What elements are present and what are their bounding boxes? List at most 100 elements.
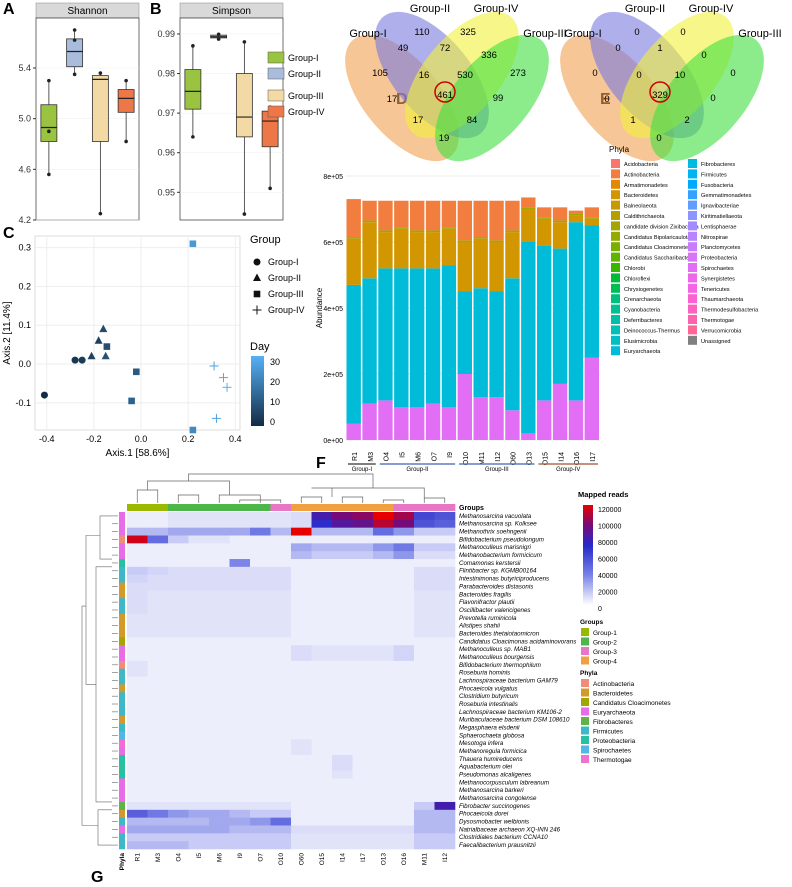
heatmap-cell (188, 653, 210, 662)
data-point (268, 186, 272, 191)
heatmap-cell (434, 754, 456, 764)
heatmap-cell (270, 715, 292, 724)
legend-label: Fibrobacteres (593, 719, 633, 726)
heatmap-cell (352, 606, 374, 615)
phylum-annotation-cell (119, 621, 125, 630)
heatmap-cell (147, 817, 169, 826)
heatmap-cell (393, 809, 415, 818)
heatmap-cell (147, 543, 169, 552)
venn-region-count: 99 (493, 93, 504, 104)
column-label: R1 (134, 853, 141, 862)
panel-label-b: B (150, 1, 162, 18)
legend-key (611, 211, 620, 220)
heatmap-cell (229, 590, 251, 599)
heatmap-cell (250, 566, 271, 575)
venn-region-count: 0 (680, 27, 685, 38)
bar-segment (552, 207, 568, 221)
heatmap-cell (393, 786, 415, 795)
venn-set-label: Group-I (564, 28, 601, 40)
legend-key (611, 335, 620, 345)
heatmap-cell (209, 543, 230, 552)
legend-key (688, 315, 697, 324)
heatmap-cell (393, 519, 415, 528)
heatmap-cell (188, 723, 210, 732)
heatmap-cell (291, 770, 312, 779)
bar-segment (568, 400, 584, 440)
legend-label: Group-III (288, 91, 324, 101)
heatmap-cell (311, 645, 333, 654)
legend-label: Euryarchaeota (593, 710, 636, 717)
legend-label: Actinobacteria (624, 172, 660, 178)
column-dendrogram (147, 480, 230, 495)
column-dendrogram (382, 499, 405, 503)
heatmap-cell (332, 637, 353, 646)
heatmap-cell (188, 551, 210, 560)
heatmap-cell (373, 731, 394, 740)
legend-label: Euryarchaeota (624, 349, 661, 355)
row-label: Intestinimonas butyriciproducens (459, 576, 549, 583)
venn-region-count: 49 (398, 43, 409, 54)
heatmap-cell (311, 833, 333, 842)
venn-region-count: 0 (656, 133, 661, 144)
heatmap-cell (168, 535, 189, 544)
heatmap-cell (188, 833, 210, 842)
point-group-i (71, 356, 79, 364)
heatmap-cell (270, 598, 292, 607)
heatmap-cell (373, 590, 394, 599)
heatmap-cell (332, 598, 353, 607)
legend-key (688, 304, 697, 314)
heatmap-cell (332, 825, 353, 834)
heatmap-cell (332, 684, 353, 693)
heatmap-cell (147, 762, 169, 771)
heatmap-cell (270, 590, 292, 599)
group-label: Group-IV (556, 467, 580, 473)
heatmap-cell (270, 692, 292, 701)
heatmap-cell (434, 559, 456, 568)
venn-set-label: Group-II (625, 3, 665, 15)
phylum-annotation-cell (119, 715, 125, 724)
heatmap-cell (434, 668, 456, 677)
heatmap-cell (393, 551, 415, 560)
colorbar-tick: 20 (270, 377, 280, 387)
heatmap-cell (250, 723, 271, 732)
heatmap-cell (188, 645, 210, 654)
heatmap-cell (373, 723, 394, 732)
venn-region-count: 325 (460, 27, 476, 38)
point-group-ii (87, 351, 96, 360)
x-tick-label: -0.2 (86, 434, 102, 444)
heatmap-cell (414, 786, 435, 795)
heatmap-cell (168, 512, 189, 521)
heatmap-cell (414, 715, 435, 724)
heatmap-cell (352, 582, 374, 591)
y-tick-label: 4e+05 (323, 306, 343, 313)
heatmap-cell (373, 653, 394, 662)
heatmap-cell (332, 770, 353, 779)
heatmap-cell (168, 841, 189, 850)
bar-segment (362, 222, 377, 279)
data-point (72, 38, 77, 42)
heatmap-cell (127, 739, 148, 748)
heatmap-cell (270, 676, 292, 685)
heatmap-cell (147, 786, 169, 795)
heatmap-cell (168, 629, 189, 638)
heatmap-cell (147, 770, 169, 779)
heatmap-cell (229, 535, 251, 544)
colorbar-tick: 10 (270, 397, 280, 407)
heatmap-cell (168, 621, 189, 630)
venn-region-count: 2 (684, 115, 689, 126)
data-point (216, 32, 221, 37)
heatmap-cell (373, 621, 394, 630)
x-tick-label: I12 (495, 452, 502, 462)
heatmap-cell (434, 809, 456, 818)
venn-region-count: 461 (437, 90, 453, 101)
heatmap-cell (311, 825, 333, 834)
data-point (242, 212, 247, 216)
box-group-iv (117, 89, 135, 113)
heatmap-cell (332, 707, 353, 717)
legend-key (581, 679, 589, 687)
heatmap-cell (352, 566, 374, 575)
heatmap-cell (209, 684, 230, 693)
heatmap-cell (229, 543, 251, 552)
bar-segment (584, 218, 599, 226)
heatmap-cell (434, 637, 456, 646)
